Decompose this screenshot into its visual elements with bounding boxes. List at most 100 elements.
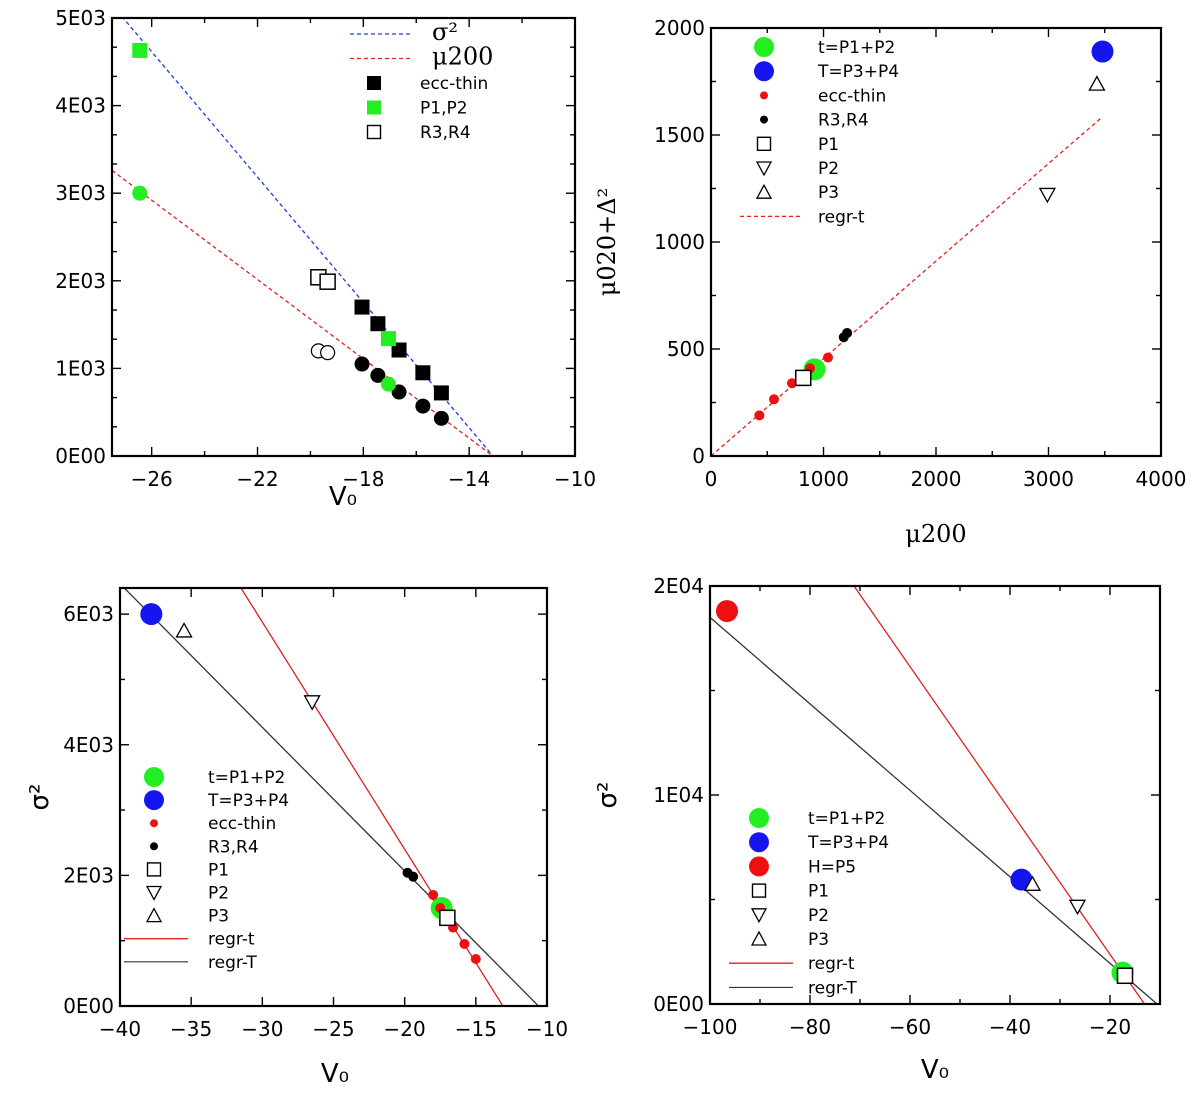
- legend: t=P1+P2 T=P3+P4 ecc-thin R3,R4 P1 P2 P3 regr-t: [740, 37, 899, 227]
- x-tick-label: −20: [384, 1017, 426, 1041]
- legend-symbol-big-green: [754, 37, 774, 57]
- data-point-series3: [415, 398, 431, 414]
- legend-label: σ²: [432, 18, 458, 46]
- x-tick-label: −18: [342, 467, 384, 491]
- data-point-ecc-thin: [428, 889, 439, 900]
- x-axis-label: V₀: [321, 1059, 349, 1089]
- legend-symbol-square-open: [756, 136, 772, 152]
- y-tick-label: 4E03: [63, 733, 114, 757]
- data-point-ecc-thin: [823, 352, 833, 363]
- y-tick-label: 6E03: [63, 602, 114, 626]
- legend-label: t=P1+P2: [208, 768, 285, 788]
- plot-area: [711, 40, 1114, 456]
- data-point-ecc-thin: [459, 938, 470, 949]
- data-point-P2: [1038, 187, 1056, 204]
- legend-label: ecc-thin: [420, 74, 488, 94]
- x-tick-label: 3000: [1023, 467, 1074, 491]
- legend-label: P3: [808, 930, 829, 950]
- data-point-P2: [1068, 899, 1087, 916]
- x-tick-label: −40: [989, 1015, 1031, 1039]
- data-point-P1: [439, 909, 456, 927]
- y-axis-label: σ²: [593, 782, 623, 809]
- plot-area: [710, 586, 1158, 1004]
- legend: t=P1+P2 T=P3+P4 ecc-thin R3,R4 P1 P2 P3 regr-t r…: [124, 767, 289, 973]
- x-tick-label: −80: [789, 1015, 831, 1039]
- x-tick-label: −35: [170, 1017, 212, 1041]
- legend-symbol-big-red: [749, 856, 769, 877]
- data-point-ecc-thin: [354, 299, 370, 315]
- data-point-series3: [391, 384, 407, 400]
- legend-symbol-dot-red: [760, 91, 768, 100]
- data-point-ecc-thin: [415, 365, 431, 381]
- legend-symbol-square-green: [367, 100, 381, 115]
- data-point-ecc-thin: [470, 953, 481, 964]
- legend-label: P1: [208, 860, 229, 880]
- y-tick-label: 0E00: [55, 444, 106, 468]
- legend-symbol-square-open: [366, 124, 382, 140]
- legend-label: t=P1+P2: [818, 38, 895, 58]
- data-point-ecc-thin: [769, 394, 779, 405]
- y-tick-label: 3E03: [55, 181, 106, 205]
- data-point-series4: [380, 376, 396, 392]
- x-tick-label: −20: [1089, 1015, 1131, 1039]
- y-tick-label: 0: [692, 444, 705, 468]
- y-tick-label: 5E03: [55, 6, 106, 30]
- legend-label: R3,R4: [420, 123, 471, 143]
- x-tick-label: −25: [312, 1017, 354, 1041]
- legend-label: R3,R4: [208, 837, 259, 857]
- data-point-ecc-thin: [391, 342, 407, 358]
- chart-panel-bottom-left: −40 −35 −30 −25 −20 −15 −10 0E00 2E03 4E03 6E03 V₀ σ…: [25, 586, 568, 1089]
- legend-label: R3,R4: [818, 111, 869, 131]
- regression-line-regr-t: [853, 586, 1146, 1004]
- data-point-P1-P2: [132, 42, 148, 58]
- data-point-series4: [132, 185, 148, 201]
- data-point-series3: [370, 367, 386, 383]
- plot-frame: [110, 16, 577, 458]
- x-axis-label: V₀: [921, 1055, 949, 1085]
- data-point-P1-P2: [380, 331, 396, 347]
- plot-area: [123, 588, 539, 1006]
- data-point-P2: [303, 695, 321, 711]
- legend-symbol-big-blue: [144, 790, 164, 811]
- x-tick-label: −30: [241, 1017, 283, 1041]
- data-point-ecc-thin: [787, 378, 797, 389]
- legend-symbol-tri-down: [750, 908, 768, 924]
- legend-symbol-big-blue: [749, 832, 769, 853]
- regression-line-regr-T: [123, 588, 539, 1006]
- y-tick-label: 1000: [654, 230, 705, 254]
- plot-frame: [709, 26, 1163, 458]
- data-point-T-P3-P4: [140, 603, 163, 626]
- data-point-series5: [320, 345, 336, 361]
- x-tick-label: −15: [455, 1017, 497, 1041]
- data-point-R3-R4: [408, 871, 419, 882]
- x-tick-label: −14: [448, 467, 490, 491]
- data-point-R3-R4: [319, 273, 336, 290]
- x-tick-label: −22: [236, 467, 278, 491]
- y-tick-label: 1E04: [653, 783, 704, 807]
- y-tick-label: 500: [667, 337, 705, 361]
- legend-symbol-tri-up: [750, 930, 768, 946]
- y-tick-label: 0E00: [653, 992, 704, 1016]
- legend-symbol-big-green: [749, 808, 769, 828]
- regression-line-regr-t: [711, 116, 1103, 456]
- legend-label: T=P3+P4: [817, 62, 899, 82]
- legend-symbol-tri-up: [145, 907, 163, 923]
- x-tick-label: 2000: [911, 467, 962, 491]
- x-tick-label: 1000: [798, 467, 849, 491]
- legend-symbol-dot-black: [150, 842, 158, 851]
- y-tick-label: 2E03: [55, 269, 106, 293]
- y-tick-label: 2E04: [653, 574, 704, 598]
- data-point-series3: [433, 410, 449, 426]
- legend-symbol-tri-down: [145, 885, 163, 901]
- legend-label: P3: [208, 907, 229, 927]
- x-axis-label: V₀: [329, 482, 357, 512]
- legend-label: ecc-thin: [818, 86, 886, 106]
- y-tick-label: 1E03: [55, 356, 106, 380]
- legend-symbol-square-open: [751, 883, 767, 898]
- x-tick-label: −60: [889, 1015, 931, 1039]
- x-tick-label: 0: [705, 467, 718, 491]
- legend-label: t=P1+P2: [808, 809, 885, 829]
- x-tick-label: −100: [683, 1015, 738, 1039]
- y-tick-label: 1500: [654, 123, 705, 147]
- legend-symbol-square-open: [146, 862, 162, 877]
